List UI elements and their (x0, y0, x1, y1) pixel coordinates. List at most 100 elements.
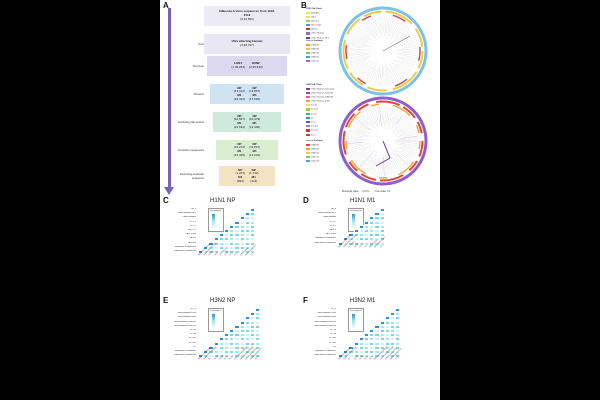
heatmap-cell (374, 341, 380, 346)
legend-label: 1980-90 (311, 148, 320, 151)
tree-branch (396, 131, 417, 138)
heatmap-row-label: 3C_3 (190, 308, 196, 310)
funnel-box: H1N1 (1,93,263) H3N2 (2,39,940) (207, 56, 287, 76)
tree-branch (376, 106, 381, 125)
heatmap-cell (364, 341, 370, 346)
tree-branch (400, 136, 418, 139)
funnel-cell-text: (16,634) (233, 124, 245, 129)
heatmap-cell (244, 241, 250, 246)
tree-branch (391, 110, 401, 127)
legend4-title: Year of Isolation (306, 140, 323, 142)
heatmap-cell (234, 354, 240, 359)
funnel-cell-text: (2,39,940) (249, 65, 263, 69)
heatmap-cell (358, 354, 364, 359)
tree-branch (353, 62, 366, 70)
heatmap-cell (250, 341, 256, 346)
legend-item: 3C.2 (306, 133, 334, 138)
heatmap-row-label: Other-Human (322, 216, 336, 219)
heatmap-cell (379, 233, 385, 238)
legend-swatch (306, 19, 310, 23)
bootstrap-tick-0: 0 (362, 190, 364, 193)
heatmap-cell (234, 237, 240, 242)
tree-branch (350, 145, 372, 154)
tree-branch (396, 154, 409, 166)
tree-branch (392, 148, 410, 164)
tree-branch (369, 18, 378, 37)
heatmap-cell (395, 337, 401, 342)
heatmap-cell (250, 245, 256, 250)
heatmap-cell (244, 350, 250, 354)
heatmap-cell (244, 233, 250, 238)
legend-swatch (306, 129, 310, 132)
tree-branch (348, 43, 366, 48)
heatmap-cell (353, 341, 359, 346)
heatmap-cell (390, 312, 396, 317)
heatmap-cell (208, 345, 214, 350)
tree-branch (348, 144, 368, 149)
tree-branch (348, 142, 371, 146)
tree-branch (398, 60, 413, 70)
heatmap-cell (224, 245, 230, 250)
heatmap-cell (395, 350, 401, 354)
tree-branch (352, 59, 368, 68)
heatmap-cell (374, 354, 380, 359)
funnel-row-source: Influenza A virus sequences from 1918-20… (174, 6, 292, 26)
legend-item: 1990-00 (306, 151, 323, 156)
heatmap-legend-title: Percentage Id (210, 310, 222, 312)
heatmap-row-label: 3C.2a (330, 329, 336, 331)
heatmap-cell (224, 350, 230, 354)
tree-branch (372, 17, 380, 39)
legend-item: Other Human (306, 32, 329, 36)
heatmap-cell (203, 245, 209, 250)
heatmap-cell (384, 324, 390, 329)
heatmap-cell (369, 329, 375, 333)
legend-swatch (306, 43, 310, 46)
tree-branch (389, 63, 399, 83)
tree-branch (348, 54, 368, 59)
heatmap-cell (374, 345, 380, 350)
heatmap-cell (358, 233, 364, 238)
heatmap-cell (250, 216, 256, 221)
heatmap-cell (364, 224, 370, 229)
heatmap-cell (343, 354, 349, 359)
heatmap-cell (358, 350, 364, 354)
tree-branch (391, 155, 401, 172)
funnel-cell-text: NP (237, 113, 242, 118)
heatmap-cell (244, 316, 250, 321)
tree-branch (383, 156, 385, 176)
heatmap-cell (255, 308, 261, 312)
legend-item: Other-Human-1980-90 (306, 95, 334, 100)
heatmap-cell (384, 320, 390, 325)
heatmap-cell (374, 333, 380, 338)
funnel-row-label: Complete sequences (177, 148, 204, 152)
heatmap-cell (218, 345, 224, 350)
heatmap-cell (250, 324, 256, 329)
tree-branch (391, 20, 401, 37)
h3n2-circular-tree (338, 96, 428, 186)
figure: A Influenza A virus sequences from 1918-… (160, 0, 440, 400)
tree-branch (356, 151, 371, 164)
heatmap-title: H3N2 NP (210, 298, 236, 304)
tree-branch (392, 118, 410, 134)
heatmap-cell (229, 233, 235, 238)
funnel-cell: H1N1 (1,93,263) (231, 61, 245, 70)
tree-branch (386, 155, 392, 175)
heatmap-cell (369, 237, 375, 242)
tree-branch (396, 122, 413, 133)
tree-branch (367, 64, 377, 83)
funnel-cell-text: (10,567) (233, 117, 245, 122)
tree-branch (367, 154, 377, 173)
heatmap-cell (239, 229, 245, 233)
tree-branch (350, 38, 372, 47)
heatmap-cell (239, 341, 245, 346)
tree-branch (387, 107, 394, 126)
tree-branch (392, 58, 410, 74)
legend-swatch (306, 51, 310, 55)
heatmap-cell (229, 237, 235, 242)
heatmap-cell (234, 333, 240, 338)
legend3-title: H3N2 NA Clade (306, 84, 322, 86)
heatmap-cell (224, 250, 230, 254)
heatmap-cell (250, 337, 256, 342)
tree-branch (401, 142, 418, 144)
heatmap-row-label: 1C.2.1 (189, 220, 196, 223)
